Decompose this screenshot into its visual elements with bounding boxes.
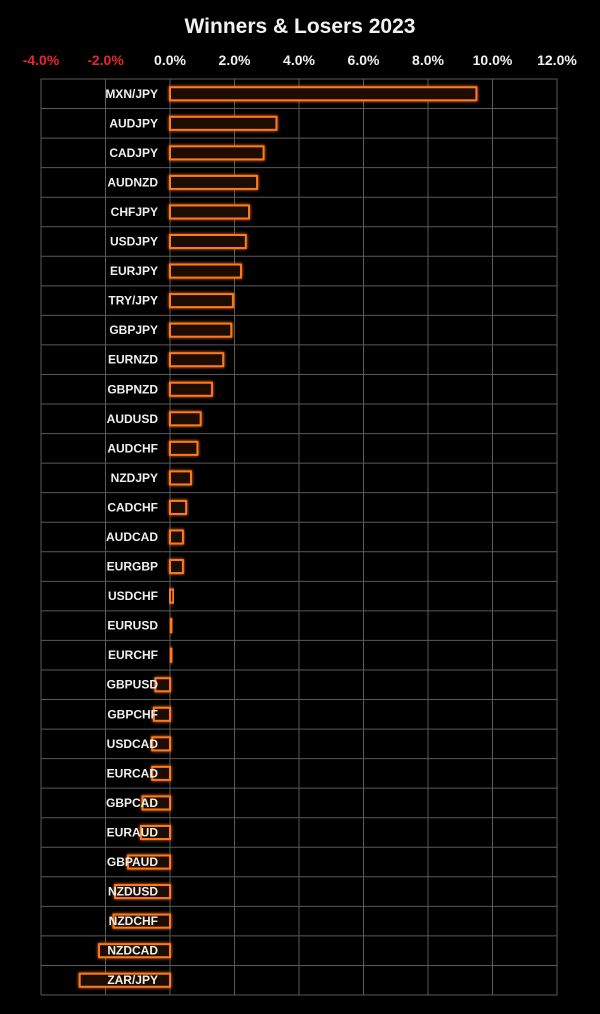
category-label: GBPCHF [107,707,158,721]
x-tick-label: 10.0% [473,52,513,68]
category-label: AUDJPY [109,116,158,130]
category-label: AUDCHF [107,441,158,455]
category-label: CADCHF [107,500,158,514]
bar-nzdusd [114,884,172,900]
category-label: GBPAUD [107,855,158,869]
bar-eurgbp [169,559,184,575]
x-tick-label: 8.0% [412,52,444,68]
x-tick-label: -4.0% [23,52,60,68]
category-label: EURCHF [108,648,158,662]
x-tick-label: 12.0% [537,52,577,68]
category-label: EURJPY [110,264,158,278]
bar-gbpusd [154,677,172,693]
bar-audcad [169,529,184,545]
bars [78,86,478,988]
chart-title: Winners & Losers 2023 [185,15,416,38]
category-label: EURAUD [107,825,159,839]
bar-gbpaud [127,854,171,870]
category-label: GBPUSD [107,678,159,692]
category-label: GBPJPY [109,323,158,337]
category-label: EURGBP [107,560,158,574]
x-tick-label: 2.0% [219,52,251,68]
bar-euraud [139,824,172,840]
category-label: USDCHF [108,589,158,603]
category-label: EURUSD [107,619,158,633]
category-label: MXN/JPY [105,87,158,101]
category-label: ZAR/JPY [107,973,158,987]
category-label: GBPCAD [106,796,158,810]
category-label: NZDCHF [109,914,158,928]
category-labels: MXN/JPY AUDJPY CADJPY AUDNZD CHFJPY USDJPY EUR… [105,87,158,987]
category-label: NZDCAD [107,944,158,958]
category-label: TRY/JPY [108,294,158,308]
bar-audnzd [169,174,259,190]
category-label: EURCAD [107,766,159,780]
category-label: USDCAD [107,737,159,751]
bar-eurchf [169,647,173,663]
bar-cadjpy [169,145,265,161]
x-tick-label: 6.0% [348,52,380,68]
category-label: NZDUSD [108,885,158,899]
bar-nzdchf [112,913,171,929]
category-label: EURNZD [108,353,158,367]
bar-mxn-jpy [169,86,478,102]
category-label: CHFJPY [111,205,158,219]
category-label: NZDJPY [111,471,158,485]
x-tick-label: 4.0% [283,52,315,68]
bar-eurcad [151,765,171,781]
bar-nzdcad [98,943,171,959]
category-label: GBPNZD [107,382,158,396]
bar-eurusd [169,618,173,634]
x-tick-label: 0.0% [154,52,186,68]
bar-gbpjpy [169,322,233,338]
bar-eurjpy [169,263,242,279]
bar-eurnzd [169,352,225,368]
bar-gbpcad [141,795,171,811]
grid [40,78,558,996]
x-axis-ticks: -4.0% -2.0% 0.0% 2.0% 4.0% 6.0% 8.0% 10.0% 12.0% [23,52,578,68]
bar-audchf [169,440,199,456]
bar-try-jpy [169,293,234,309]
category-label: CADJPY [109,146,158,160]
bar-gbpnzd [169,381,213,397]
category-label: USDJPY [110,235,158,249]
bar-usdchf [169,588,175,604]
bar-cadchf [169,499,188,515]
bar-audjpy [169,115,278,131]
bar-nzdjpy [169,470,192,486]
bar-usdcad [151,736,171,752]
category-label: AUDNZD [107,175,158,189]
bar-zar-jpy [78,972,171,988]
category-label: AUDUSD [107,412,159,426]
x-tick-label: -2.0% [87,52,124,68]
bar-usdjpy [169,234,247,250]
bar-chfjpy [169,204,251,220]
category-label: AUDCAD [106,530,158,544]
bar-audusd [169,411,202,427]
bar-gbpchf [152,706,171,722]
